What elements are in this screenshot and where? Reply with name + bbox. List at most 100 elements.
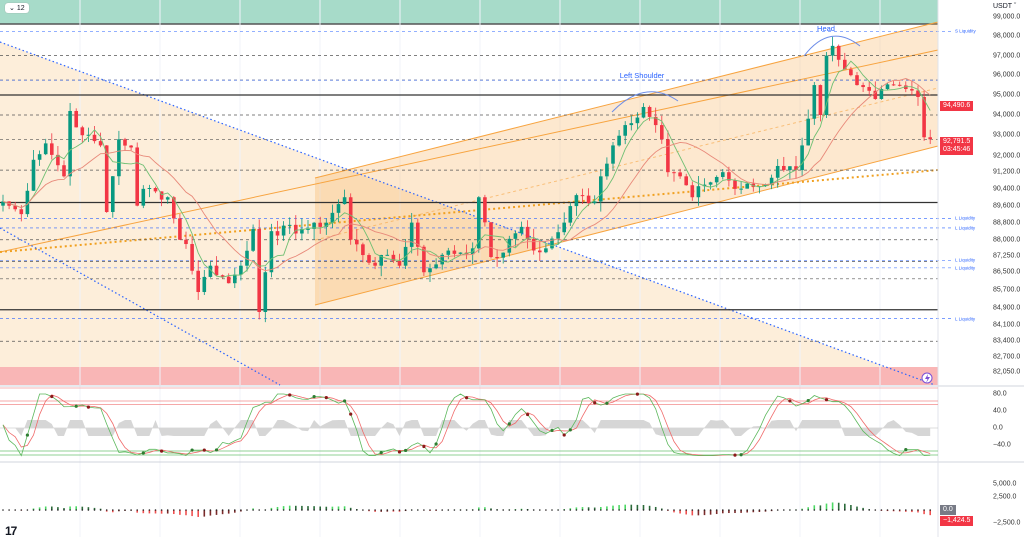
stoch-cross-dot [190,448,194,452]
macd-zero-dot [703,509,706,511]
macd-zero-dot [191,509,193,511]
liquidity-label: L Liquidity [955,215,976,221]
candle-bullish [812,85,817,119]
axis-tick-label: 86,500.0 [993,268,1021,276]
macd-zero-dot [185,509,187,511]
candle-bearish [391,254,396,261]
macd-zero-dot [435,509,437,511]
candle-bullish [25,190,30,215]
candle-bearish [129,145,133,148]
macd-zero-dot [636,509,639,511]
candle-bearish [80,127,85,136]
macd-zero-dot [105,509,108,511]
stoch-cross-dot [324,395,328,400]
macd-zero-dot [661,509,663,511]
candle-bearish [367,255,371,263]
candle-bearish [733,180,737,189]
candle-bullish [629,123,634,126]
candle-bullish [263,272,268,313]
macd-zero-dot [807,509,809,511]
macd-zero-dot [880,509,883,511]
candle-bearish [672,172,676,174]
tradingview-logo[interactable]: 17 [5,524,17,538]
candle-bearish [849,69,853,76]
macd-zero-dot [648,509,651,511]
currency-selector[interactable]: USDT ˇ [993,3,1016,10]
axis-tick-label: 92,000.0 [993,152,1021,160]
macd-zero-dot [93,509,96,511]
candle-bullish [434,264,438,269]
macd-zero-dot [441,509,444,511]
candle-bullish [562,222,566,233]
macd-zero-dot [539,509,541,511]
candle-bullish [300,229,304,234]
candle-bullish [1,201,5,206]
candle-bullish [458,252,463,254]
stoch-cross-dot [141,451,145,455]
macd-zero-dot [325,509,328,511]
macd-zero-dot [575,509,578,511]
stoch-cross-dot [550,428,554,432]
interval-selector[interactable]: ⌄ 12 [5,3,29,13]
candle-bearish [660,125,664,140]
candle-bearish [897,84,902,86]
candle-bullish [696,186,701,198]
macd-zero-dot [593,509,596,511]
candle-bearish [373,262,377,266]
axis-tick-label: 80.0 [993,390,1007,398]
stoch-cross-dot [160,449,164,453]
axis-tick-label: 95,000.0 [993,91,1021,99]
ma-value-badge: 94,490.6 [940,101,974,111]
candle-bearish [586,195,591,204]
candle-bullish [43,143,48,155]
macd-zero-dot [392,509,395,511]
macd-zero-dot [783,509,785,511]
macd-zero-dot [496,509,498,511]
axis-tick-label: 87,250.0 [993,252,1021,260]
macd-zero-dot [502,509,505,511]
resistance-zone [0,0,938,24]
macd-zero-dot [282,509,285,511]
macd-zero-dot [673,509,675,511]
macd-zero-dot [398,509,401,511]
macd-zero-dot [166,509,169,511]
macd-zero-dot [581,509,584,511]
macd-zero-dot [14,509,16,511]
axis-tick-label: −40.0 [993,441,1011,449]
candle-bearish [123,139,127,146]
last-price: 92,791.5 [943,138,971,145]
channel-mid-line [314,87,939,241]
candle-bullish [544,248,548,253]
stoch-cross-dot [605,401,609,405]
macd-zero-dot [478,509,480,511]
candle-bearish [104,145,109,212]
macd-zero-dot [246,509,248,511]
candle-bullish [269,231,274,273]
candle-bullish [739,188,743,190]
candle-bullish [141,188,146,206]
macd-zero-dot [453,509,456,511]
macd-zero-dot [514,509,517,511]
macd-zero-dot [154,509,157,511]
macd-zero-dot [179,509,181,511]
macd-zero-dot [709,509,712,511]
channel-lower-line [314,145,939,306]
macd-zero-dot [203,509,206,511]
candle-bearish [867,87,871,91]
candle-bearish [172,197,176,219]
macd-zero-dot [173,509,175,511]
macd-zero-dot [69,509,71,511]
axis-tick-label: −2,500.0 [993,519,1021,527]
candle-bearish [50,143,54,155]
candle-bullish [446,250,451,255]
macd-zero-dot [142,509,145,511]
candle-bullish [202,276,207,293]
candle-bearish [928,137,932,140]
macd-zero-dot [221,509,224,511]
candle-bullish [568,206,573,223]
macd-zero-dot [276,509,279,511]
interval-value: 12 [16,5,25,12]
candle-bullish [208,265,213,277]
candle-bullish [550,238,554,249]
